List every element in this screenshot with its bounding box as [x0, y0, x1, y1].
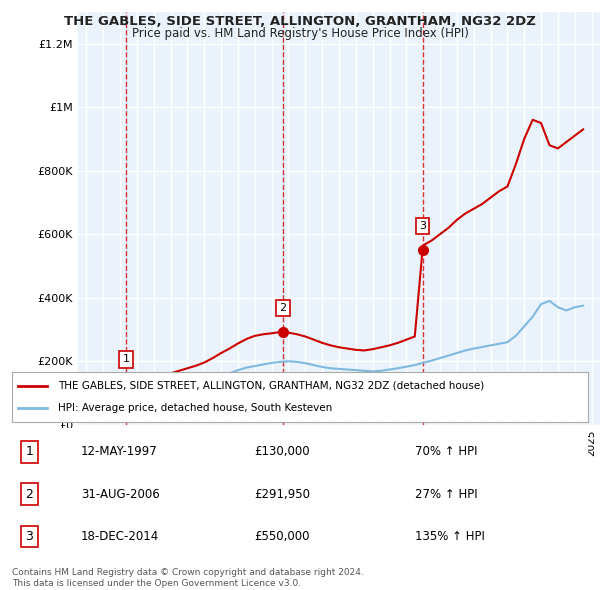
Text: 1: 1 [123, 355, 130, 365]
Text: 3: 3 [25, 530, 33, 543]
Text: Price paid vs. HM Land Registry's House Price Index (HPI): Price paid vs. HM Land Registry's House … [131, 27, 469, 40]
Text: Contains HM Land Registry data © Crown copyright and database right 2024.: Contains HM Land Registry data © Crown c… [12, 568, 364, 576]
Text: 18-DEC-2014: 18-DEC-2014 [81, 530, 160, 543]
Text: 27% ↑ HPI: 27% ↑ HPI [415, 487, 478, 501]
Text: 31-AUG-2006: 31-AUG-2006 [81, 487, 160, 501]
Text: THE GABLES, SIDE STREET, ALLINGTON, GRANTHAM, NG32 2DZ (detached house): THE GABLES, SIDE STREET, ALLINGTON, GRAN… [58, 381, 484, 391]
Text: £291,950: £291,950 [254, 487, 310, 501]
Text: £550,000: £550,000 [254, 530, 310, 543]
Text: 12-MAY-1997: 12-MAY-1997 [81, 445, 158, 458]
Text: 2: 2 [280, 303, 286, 313]
Text: £130,000: £130,000 [254, 445, 310, 458]
Text: 1: 1 [25, 445, 33, 458]
Text: 70% ↑ HPI: 70% ↑ HPI [415, 445, 478, 458]
Text: THE GABLES, SIDE STREET, ALLINGTON, GRANTHAM, NG32 2DZ: THE GABLES, SIDE STREET, ALLINGTON, GRAN… [64, 15, 536, 28]
Text: 135% ↑ HPI: 135% ↑ HPI [415, 530, 485, 543]
Text: 2: 2 [25, 487, 33, 501]
Text: This data is licensed under the Open Government Licence v3.0.: This data is licensed under the Open Gov… [12, 579, 301, 588]
Text: 3: 3 [419, 221, 426, 231]
Text: HPI: Average price, detached house, South Kesteven: HPI: Average price, detached house, Sout… [58, 403, 332, 413]
